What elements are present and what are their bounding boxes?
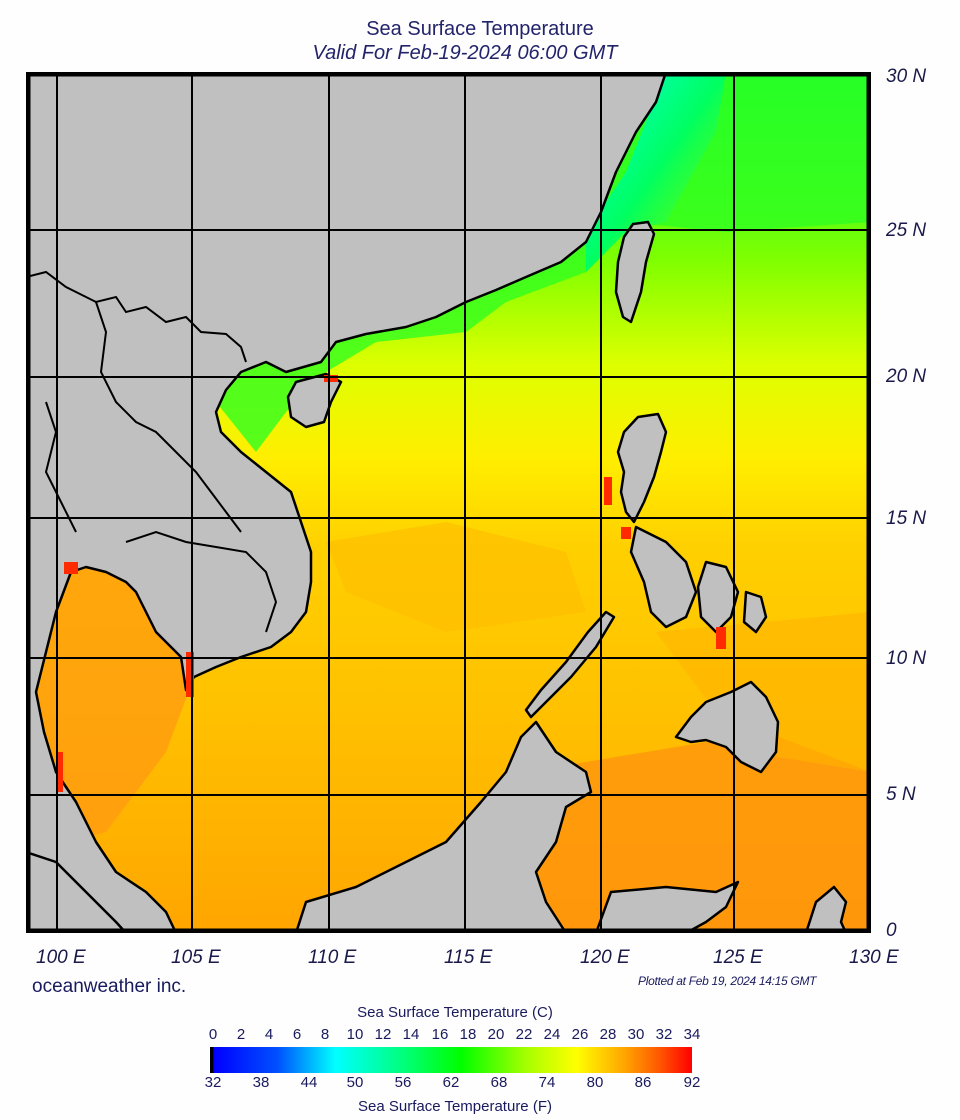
lat-label-25n: 25 N <box>886 220 927 241</box>
f-tick: 80 <box>586 1074 604 1091</box>
lat-label-5n: 5 N <box>886 784 916 805</box>
lat-label-15n: 15 N <box>886 508 927 529</box>
lon-label-105e: 105 E <box>171 947 221 968</box>
lon-label-110e: 110 E <box>308 947 357 968</box>
c-tick: 4 <box>264 1026 274 1043</box>
c-tick: 32 <box>655 1026 673 1043</box>
brand-label: oceanweather inc. <box>32 976 187 997</box>
c-tick: 8 <box>320 1026 330 1043</box>
lon-label-130e: 130 E <box>849 947 899 968</box>
f-tick: 50 <box>346 1074 364 1091</box>
f-tick: 68 <box>490 1074 508 1091</box>
c-tick: 10 <box>346 1026 364 1043</box>
c-tick: 26 <box>571 1026 589 1043</box>
c-tick: 20 <box>487 1026 505 1043</box>
colorbar-title-celsius: Sea Surface Temperature (C) <box>357 1004 553 1021</box>
c-tick: 6 <box>292 1026 302 1043</box>
lat-label-20n: 20 N <box>886 366 927 387</box>
c-tick: 34 <box>683 1026 701 1043</box>
colorbar <box>210 1047 692 1073</box>
c-tick: 2 <box>236 1026 246 1043</box>
c-tick: 14 <box>402 1026 420 1043</box>
c-tick: 0 <box>208 1026 218 1043</box>
lat-label-30n: 30 N <box>886 66 927 87</box>
f-tick: 56 <box>394 1074 412 1091</box>
lat-label-0: 0 <box>886 920 897 941</box>
c-tick: 22 <box>515 1026 533 1043</box>
f-tick: 86 <box>634 1074 652 1091</box>
lon-label-125e: 125 E <box>713 947 763 968</box>
chart-title: Sea Surface Temperature <box>366 18 594 40</box>
c-tick: 18 <box>459 1026 477 1043</box>
f-tick: 74 <box>538 1074 556 1091</box>
lon-label-115e: 115 E <box>444 947 493 968</box>
lon-label-120e: 120 E <box>580 947 630 968</box>
sst-map <box>26 72 871 933</box>
f-tick: 44 <box>300 1074 318 1091</box>
valid-time: Valid For Feb-19-2024 06:00 GMT <box>312 42 618 64</box>
c-tick: 16 <box>431 1026 449 1043</box>
f-tick: 38 <box>252 1074 270 1091</box>
colorbar-title-fahrenheit: Sea Surface Temperature (F) <box>358 1098 552 1115</box>
plotted-time: Plotted at Feb 19, 2024 14:15 GMT <box>638 974 817 988</box>
f-tick: 32 <box>204 1074 222 1091</box>
lat-label-10n: 10 N <box>886 648 927 669</box>
f-tick: 62 <box>442 1074 460 1091</box>
c-tick: 24 <box>543 1026 561 1043</box>
lon-label-100e: 100 E <box>36 947 86 968</box>
c-tick: 30 <box>627 1026 645 1043</box>
f-tick: 92 <box>683 1074 701 1091</box>
c-tick: 12 <box>374 1026 392 1043</box>
c-tick: 28 <box>599 1026 617 1043</box>
